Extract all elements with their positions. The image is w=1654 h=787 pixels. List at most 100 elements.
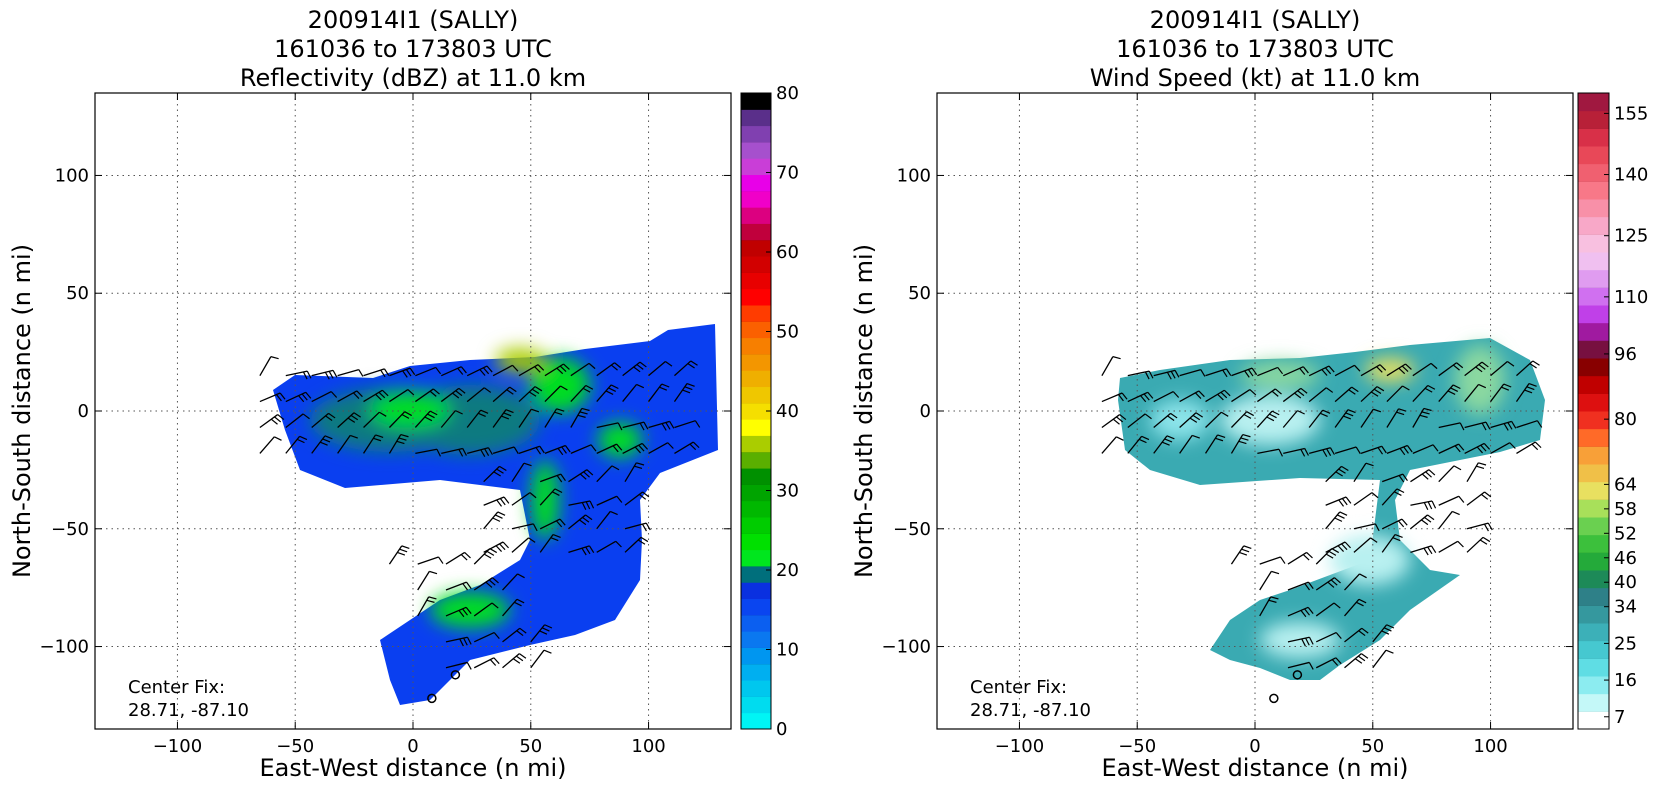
wind-barb xyxy=(518,445,545,455)
wind-barb-shaft xyxy=(1372,649,1387,669)
wind-barb xyxy=(445,661,472,670)
wind-barb-flag xyxy=(356,390,363,398)
wind-barb-flag xyxy=(358,369,364,377)
wind-barb xyxy=(1259,596,1279,617)
wind-barb-flag xyxy=(1396,488,1405,494)
wind-barb-flag xyxy=(435,367,442,375)
wind-barb-shaft xyxy=(259,356,272,376)
wind-barb-flag xyxy=(1478,383,1487,389)
wind-barb-flag xyxy=(499,498,506,506)
colorbar-segment xyxy=(1578,375,1609,394)
wind-barb xyxy=(1344,653,1369,669)
wind-barb-flag xyxy=(383,368,390,376)
wind-barb-flag xyxy=(503,412,512,417)
wind-barb-flag xyxy=(381,389,389,397)
y-tick-label: 50 xyxy=(908,283,931,304)
wind-barb-flag xyxy=(1161,441,1170,446)
wind-barb xyxy=(473,548,498,565)
wind-barb xyxy=(337,368,364,377)
wind-barb-shaft xyxy=(1179,435,1193,454)
colorbar-tick-label: 34 xyxy=(1614,597,1637,618)
center-marker-circle xyxy=(1269,693,1279,704)
wind-barb-flag xyxy=(564,445,571,453)
wind-barb-flag xyxy=(589,500,595,509)
wind-barb xyxy=(473,631,500,643)
wind-barb xyxy=(1230,545,1252,565)
wind-barb-flag xyxy=(396,440,405,445)
wind-barb-flag xyxy=(610,384,619,390)
colorbar-segment xyxy=(741,500,771,518)
y-axis-label: North-South distance (n mi) xyxy=(850,244,878,578)
wind-barb-flag xyxy=(1302,554,1310,561)
wind-barb-flag xyxy=(409,367,416,376)
colorbar-segment xyxy=(741,517,771,534)
colorbar-segment xyxy=(1578,481,1609,500)
wind-barb-flag xyxy=(1174,370,1180,378)
x-axis-label: East-West distance (n mi) xyxy=(1101,754,1408,782)
wind-barb-flag xyxy=(582,387,591,393)
reflectivity-colorbar: 0 10 20 30 40 50 60 70 80 xyxy=(740,83,799,740)
wind-barb-shaft xyxy=(337,435,351,454)
wind-barb-flag xyxy=(1383,627,1392,632)
wind-barb-flag xyxy=(1297,410,1305,415)
wind-barb-flag xyxy=(581,547,587,556)
y-tick-label: 100 xyxy=(55,165,89,186)
wind-barb xyxy=(1259,556,1286,565)
wind-barb xyxy=(417,570,438,591)
wind-barb-flag xyxy=(582,516,590,523)
wind-barb-flag xyxy=(1308,636,1314,645)
storm-low xyxy=(1330,535,1410,585)
wind-barb xyxy=(622,421,649,431)
wind-barb-flag xyxy=(528,391,537,397)
wind-barb-flag xyxy=(1405,363,1412,370)
wind-barb xyxy=(415,448,441,457)
wind-barb-shaft xyxy=(622,384,637,402)
colorbar-tick-label: 70 xyxy=(776,163,799,184)
wind-barb xyxy=(518,408,540,428)
wind-barb xyxy=(1256,388,1282,403)
wind-barb xyxy=(1315,548,1340,565)
wind-barb xyxy=(502,627,527,643)
wind-barb xyxy=(1325,511,1348,530)
wind-barb-flag xyxy=(400,433,409,438)
colorbar-segment xyxy=(741,419,771,436)
wind-barb-flag xyxy=(1240,437,1249,441)
wind-barb-flag xyxy=(1333,602,1341,609)
wind-barb-flag xyxy=(1482,536,1491,543)
wind-barb xyxy=(624,491,650,506)
wind-barb xyxy=(530,649,552,669)
wind-barb xyxy=(389,389,415,403)
wind-barb-flag xyxy=(458,387,466,394)
wind-barb-flag xyxy=(1475,366,1483,373)
wind-barb-flag xyxy=(402,370,408,378)
wind-barb xyxy=(539,533,561,553)
wind-barb-flag xyxy=(401,413,410,419)
wind-barb-flag xyxy=(1452,364,1460,371)
wind-barb-flag xyxy=(1112,356,1121,360)
wind-barb-flag xyxy=(1427,384,1436,390)
wind-barb xyxy=(1490,361,1515,377)
wind-barb xyxy=(445,581,472,591)
wind-barb xyxy=(1101,436,1124,454)
wind-barb-flag xyxy=(1397,520,1405,528)
wind-barb-flag xyxy=(554,488,563,494)
wind-barb-flag xyxy=(274,416,282,423)
wind-barb-flag xyxy=(497,511,506,516)
wind-barb-flag xyxy=(531,408,540,413)
colorbar-segment xyxy=(1578,658,1609,677)
wind-barb xyxy=(570,362,596,377)
wind-barb xyxy=(1153,369,1180,380)
wind-barb xyxy=(337,412,362,428)
wind-barb-flag xyxy=(1402,473,1408,482)
wind-barb-shaft xyxy=(511,462,525,483)
wind-barb xyxy=(441,447,467,457)
wind-barb-flag xyxy=(487,447,493,455)
wind-barb-flag xyxy=(1450,387,1459,393)
colorbar-segment xyxy=(1578,446,1609,465)
wind-barb-flag xyxy=(1524,389,1533,394)
wind-barb-flag xyxy=(585,514,593,521)
wind-barb-flag xyxy=(1381,630,1390,635)
wind-barb-flag xyxy=(665,361,673,367)
wind-barb xyxy=(1516,360,1540,377)
